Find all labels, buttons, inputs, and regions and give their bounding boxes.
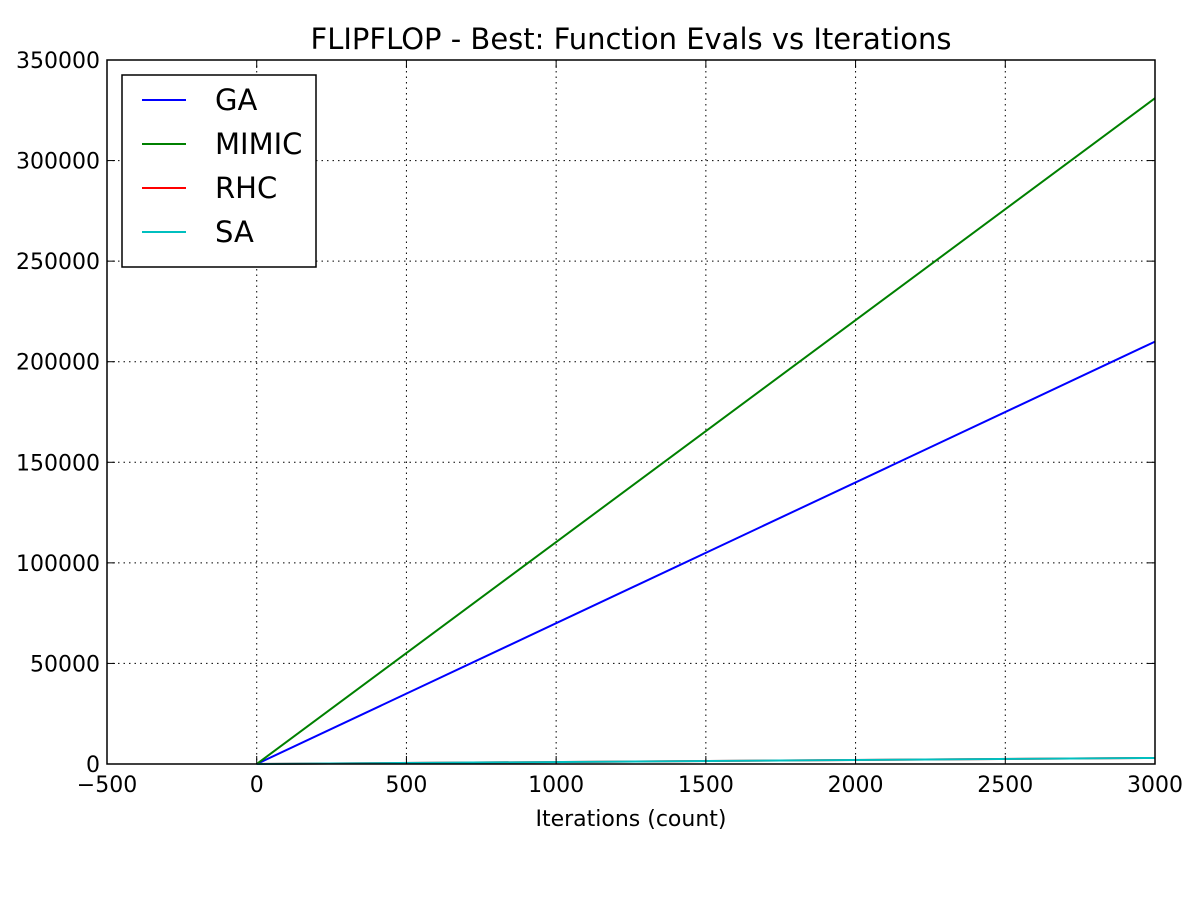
chart-title: FLIPFLOP - Best: Function Evals vs Itera… bbox=[311, 22, 952, 56]
legend-label-ga: GA bbox=[215, 83, 257, 117]
ticks: −500 0 500 1000 1500 2000 2500 3000050000100000… bbox=[16, 49, 1183, 798]
series-line-ga bbox=[256, 340, 1156, 765]
x-tick-label: 500 bbox=[385, 773, 427, 798]
legend-box bbox=[121, 74, 317, 268]
legend: GA MIMIC RHC SA bbox=[121, 74, 317, 268]
x-axis-label: Iterations (count) bbox=[535, 807, 726, 832]
x-tick-label: 2000 bbox=[828, 773, 884, 798]
y-tick-label: 150000 bbox=[16, 451, 100, 476]
x-tick-label: 2500 bbox=[977, 773, 1033, 798]
x-tick-label: 0 bbox=[250, 773, 264, 798]
y-tick-label: 50000 bbox=[30, 652, 100, 677]
legend-label-sa: SA bbox=[215, 215, 254, 249]
y-tick-label: 0 bbox=[86, 753, 100, 778]
y-tick-label: 350000 bbox=[16, 49, 100, 74]
y-tick-label: 300000 bbox=[16, 150, 100, 175]
y-tick-label: 250000 bbox=[16, 250, 100, 275]
x-tick-label: −500 bbox=[77, 773, 137, 798]
series-line-mimic bbox=[256, 97, 1156, 765]
y-tick-label: 200000 bbox=[16, 351, 100, 376]
legend-label-rhc: RHC bbox=[215, 171, 277, 205]
plot-frame bbox=[106, 59, 1156, 765]
x-tick-label: 3000 bbox=[1127, 773, 1183, 798]
x-tick-label: 1500 bbox=[678, 773, 734, 798]
x-tick-label: 1000 bbox=[528, 773, 584, 798]
y-tick-label: 100000 bbox=[16, 552, 100, 577]
legend-label-mimic: MIMIC bbox=[215, 127, 302, 161]
